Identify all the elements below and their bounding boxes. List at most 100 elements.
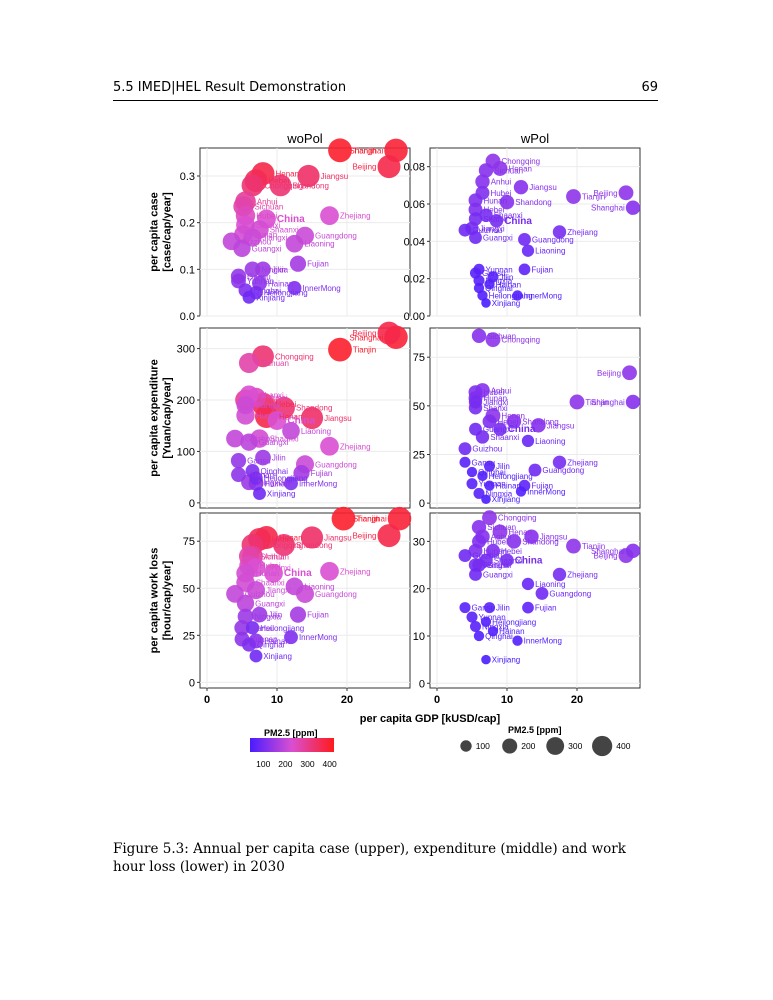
- point-label-Yunnan: Yunnan: [247, 277, 274, 286]
- point-China: [267, 411, 287, 430]
- point-label-Yunnan: Yunnan: [479, 480, 506, 489]
- point-Xinjiang: [249, 649, 263, 663]
- y-tick-label: 50: [183, 583, 195, 595]
- point-label-Xinjiang: Xinjiang: [492, 495, 520, 504]
- point-Heilongjiang: [477, 470, 488, 482]
- point-Shanxi: [468, 401, 483, 415]
- running-header: 5.5 IMED|HEL Result Demonstration 69: [113, 78, 658, 101]
- point-Guizhou: [226, 429, 244, 448]
- point-China: [489, 214, 504, 228]
- point-Guangdong: [518, 233, 531, 246]
- point-label-InnerMong: InnerMong: [302, 284, 340, 293]
- row-ylabel-0: per capita case [case/cap/year]: [149, 192, 174, 272]
- point-Xinjiang: [481, 494, 491, 505]
- x-tick-label: 0: [204, 694, 210, 706]
- point-Guangxi: [469, 422, 482, 436]
- point-Zhejiang: [320, 206, 339, 226]
- point-Guizhou: [458, 442, 472, 456]
- point-label-Qinghai: Qinghai: [253, 286, 281, 295]
- point-InnerMong: [512, 290, 523, 301]
- point-Sichuan: [471, 328, 487, 343]
- point-label-Anhui: Anhui: [491, 386, 512, 395]
- point-Sichuan: [478, 163, 494, 178]
- point-Qinghai: [473, 630, 485, 642]
- point-label-InnerMong: InnerMong: [299, 479, 337, 488]
- point-label-Shanxi: Shanxi: [483, 404, 508, 413]
- point-InnerMong: [512, 635, 523, 646]
- point-label-Shanxi: Shanxi: [256, 221, 281, 230]
- point-label-Sichuan: Sichuan: [494, 166, 523, 175]
- point-label-Qinghai: Qinghai: [485, 632, 513, 641]
- y-tick-label: 20: [413, 584, 425, 596]
- point-label-Guangdong: Guangdong: [315, 590, 357, 599]
- point-label-Shaanxi: Shaanxi: [256, 579, 285, 588]
- point-label-InnerMong: InnerMong: [524, 291, 562, 300]
- point-label-Jiangsu: Jiangsu: [547, 421, 575, 430]
- point-label-Shandong: Shandong: [522, 537, 558, 546]
- point-Guangxi: [469, 568, 482, 581]
- point-label-Anhui: Anhui: [491, 533, 512, 542]
- point-Shandong: [499, 194, 515, 210]
- point-label-China: China: [284, 568, 312, 579]
- point-label-Jilin: Jilin: [496, 604, 510, 613]
- point-label-China: China: [515, 555, 543, 566]
- point-Jilin: [483, 602, 496, 614]
- point-Tianjin: [569, 394, 585, 410]
- point-label-Liaoning: Liaoning: [535, 437, 565, 446]
- point-label-Jiangxi: Jiangxi: [266, 586, 291, 595]
- point-label-Hunan: Hunan: [483, 196, 507, 205]
- point-Zhejiang: [320, 436, 339, 456]
- x-tick-label: 10: [271, 694, 283, 706]
- point-label-Shandong: Shandong: [522, 417, 558, 426]
- point-Liaoning: [285, 234, 304, 253]
- ylabel-line: per capita work loss: [149, 548, 161, 654]
- point-label-Ningxia: Ningxia: [486, 489, 513, 498]
- ylabel-line: per capita case: [149, 192, 161, 272]
- point-Jilin: [255, 261, 271, 278]
- point-label-Beijing: Beijing: [352, 532, 376, 541]
- point-Guangdong: [528, 463, 542, 477]
- ylabel-line: [hour/cap/year]: [162, 560, 174, 640]
- point-label-Hainan: Hainan: [264, 637, 289, 646]
- point-Sichuan: [238, 352, 260, 374]
- point-Heilongjiang: [477, 290, 488, 301]
- color-legend-tick: 400: [322, 759, 336, 769]
- point-Jilin: [255, 449, 271, 466]
- point-label-Shaanxi: Shaanxi: [270, 435, 299, 444]
- point-label-Anhui: Anhui: [257, 198, 278, 207]
- point-label-Heilongjiang: Heilongjiang: [489, 472, 533, 481]
- point-label-Hubei: Hubei: [267, 393, 288, 402]
- point-Tianjin: [328, 138, 352, 163]
- point-label-Heilongjiang: Heilongjiang: [492, 618, 536, 627]
- point-Fujian: [522, 601, 534, 614]
- point-label-Henan: Henan: [501, 412, 525, 421]
- point-label-Shandong: Shandong: [292, 181, 328, 190]
- y-tick-label: 0.00: [404, 311, 425, 323]
- point-label-Hainan: Hainan: [264, 479, 289, 488]
- y-tick-label: 0: [419, 678, 425, 690]
- point-label-Xinjiang: Xinjiang: [263, 652, 291, 661]
- point-China: [493, 422, 507, 436]
- color-legend-bar: [250, 738, 334, 752]
- point-label-Hebei: Hebei: [275, 400, 296, 409]
- point-label-Shaanxi: Shaanxi: [494, 211, 523, 220]
- point-label-Hunan: Hunan: [254, 230, 278, 239]
- y-tick-label: 0: [189, 677, 195, 689]
- point-label-Sichuan: Sichuan: [260, 359, 289, 368]
- point-Fujian: [518, 263, 531, 276]
- point-Jiangsu: [531, 418, 546, 433]
- point-label-Shanxi: Shanxi: [266, 564, 291, 573]
- point-label-Chongqing: Chongqing: [501, 336, 540, 345]
- point-label-Hainan: Hainan: [268, 279, 293, 288]
- point-label-Hubei: Hubei: [487, 537, 508, 546]
- point-label-Tianjin: Tianjin: [582, 542, 605, 551]
- point-label-InnerMong: InnerMong: [524, 637, 562, 646]
- point-label-Shaanxi: Shaanxi: [270, 226, 299, 235]
- size-legend-label: 100: [476, 741, 490, 751]
- point-label-Chongqing: Chongqing: [498, 514, 537, 523]
- row-ylabel-1: per capita expenditure [Yuan/cap/year]: [149, 359, 174, 476]
- point-Shandong: [269, 174, 292, 197]
- page-number: 69: [641, 80, 658, 95]
